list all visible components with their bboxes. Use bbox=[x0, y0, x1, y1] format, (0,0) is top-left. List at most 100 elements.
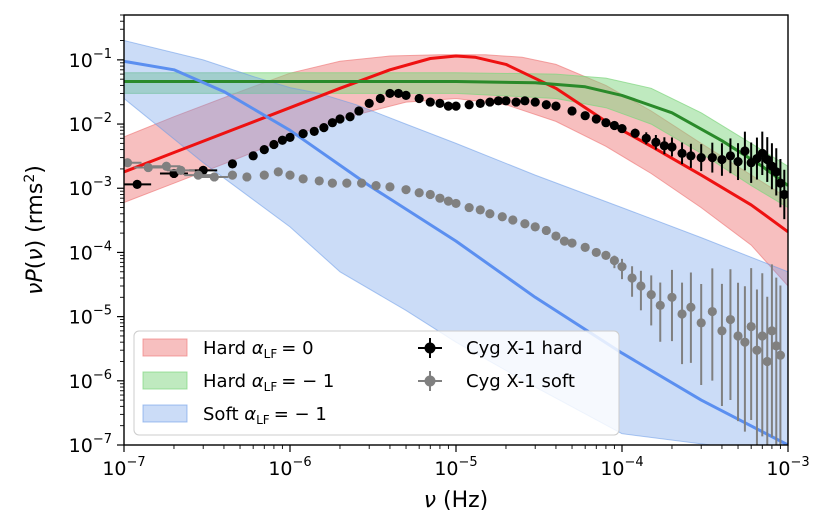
point-cyg-x-1-soft-18 bbox=[401, 185, 411, 195]
point-cyg-x-1-hard-41 bbox=[617, 123, 627, 134]
y-tick-label-5: 10−2 bbox=[69, 111, 112, 136]
point-cyg-x-1-soft-12 bbox=[314, 176, 324, 186]
point-cyg-x-1-soft-50 bbox=[725, 269, 736, 400]
point-cyg-x-1-soft-38 bbox=[609, 255, 620, 269]
x-tick-label-1: 10−6 bbox=[268, 455, 311, 480]
point-cyg-x-1-soft-52 bbox=[740, 286, 750, 432]
point-cyg-x-1-hard-53 bbox=[733, 143, 743, 181]
point-cyg-x-1-hard-46 bbox=[667, 137, 677, 157]
point-cyg-x-1-hard-50 bbox=[707, 142, 717, 173]
point-cyg-x-1-hard-52 bbox=[725, 138, 736, 174]
legend-box bbox=[133, 330, 620, 436]
point-cyg-x-1-hard-20 bbox=[401, 90, 411, 100]
point-cyg-x-1-soft-36 bbox=[591, 247, 601, 258]
point-cyg-x-1-soft-9 bbox=[273, 167, 283, 177]
point-cyg-x-1-hard-24 bbox=[443, 101, 454, 111]
point-cyg-x-1-soft-2 bbox=[152, 161, 181, 171]
point-cyg-x-1-hard-42 bbox=[630, 128, 640, 138]
point-cyg-x-1-soft-29 bbox=[520, 219, 530, 229]
x-tick-label-4: 10−3 bbox=[766, 455, 809, 480]
point-cyg-x-1-soft-32 bbox=[551, 231, 561, 241]
point-cyg-x-1-hard-35 bbox=[551, 101, 561, 111]
point-cyg-x-1-soft-42 bbox=[646, 275, 656, 326]
point-cyg-x-1-hard-43 bbox=[641, 132, 651, 145]
point-cyg-x-1-soft-24 bbox=[464, 202, 474, 213]
x-tick-label-2: 10−5 bbox=[434, 455, 477, 480]
point-cyg-x-1-soft-27 bbox=[497, 212, 507, 222]
y-tick-label-1: 10−6 bbox=[69, 368, 112, 393]
point-cyg-x-1-hard-22 bbox=[425, 97, 435, 107]
point-cyg-x-1-soft-41 bbox=[636, 270, 646, 311]
point-cyg-x-1-hard-51 bbox=[717, 143, 727, 176]
point-cyg-x-1-soft-47 bbox=[696, 284, 706, 385]
point-cyg-x-1-soft-26 bbox=[485, 209, 495, 219]
x-tick-label-0: 10−7 bbox=[102, 455, 145, 480]
point-cyg-x-1-soft-31 bbox=[541, 225, 551, 236]
legend-swatch-hard-alpha0 bbox=[142, 338, 188, 357]
point-cyg-x-1-soft-44 bbox=[667, 269, 677, 342]
legend-marker-cyg-soft bbox=[418, 371, 442, 391]
point-cyg-x-1-hard-28 bbox=[485, 97, 495, 107]
legend-label-cyg-soft: Cyg X-1 soft bbox=[466, 371, 575, 392]
point-cyg-x-1-soft-58 bbox=[771, 277, 781, 445]
point-cyg-x-1-hard-18 bbox=[385, 88, 395, 99]
point-cyg-x-1-soft-39 bbox=[617, 258, 627, 280]
point-cyg-x-1-hard-48 bbox=[686, 143, 696, 168]
point-cyg-x-1-soft-48 bbox=[707, 268, 717, 381]
point-cyg-x-1-soft-5 bbox=[200, 172, 229, 182]
point-cyg-x-1-hard-12 bbox=[327, 118, 337, 128]
point-cyg-x-1-soft-20 bbox=[425, 189, 435, 200]
point-cyg-x-1-hard-14 bbox=[345, 112, 355, 122]
point-cyg-x-1-soft-56 bbox=[762, 296, 772, 445]
point-cyg-x-1-soft-0 bbox=[124, 158, 142, 168]
point-cyg-x-1-hard-4 bbox=[248, 151, 258, 161]
legend-label-hard-alpha0: Hard αLF = 0 bbox=[203, 338, 314, 361]
point-cyg-x-1-soft-25 bbox=[475, 205, 485, 215]
point-cyg-x-1-soft-14 bbox=[342, 178, 352, 188]
point-cyg-x-1-hard-21 bbox=[414, 93, 424, 104]
point-cyg-x-1-soft-35 bbox=[580, 242, 590, 252]
y-tick-label-2: 10−5 bbox=[69, 304, 112, 329]
point-cyg-x-1-soft-53 bbox=[746, 268, 756, 420]
legend-label-soft-alpha-minus1: Soft αLF = − 1 bbox=[203, 404, 327, 427]
point-cyg-x-1-soft-33 bbox=[559, 236, 570, 246]
point-cyg-x-1-soft-23 bbox=[451, 198, 461, 209]
point-cyg-x-1-soft-34 bbox=[567, 238, 577, 248]
point-cyg-x-1-soft-22 bbox=[443, 196, 454, 206]
point-cyg-x-1-hard-37 bbox=[580, 111, 590, 121]
point-cyg-x-1-soft-11 bbox=[298, 174, 308, 184]
axis-ticks: 10−7 10−6 10−5 10−4 10−3 10−7 10−6 10−5 10−4 10−3… bbox=[69, 14, 810, 480]
point-cyg-x-1-hard-23 bbox=[435, 98, 445, 108]
point-cyg-x-1-soft-59 bbox=[775, 285, 786, 445]
point-cyg-x-1-hard-33 bbox=[530, 97, 540, 107]
point-cyg-x-1-hard-54 bbox=[740, 131, 750, 171]
point-cyg-x-1-hard-30 bbox=[501, 96, 511, 106]
point-cyg-x-1-hard-62 bbox=[779, 169, 788, 220]
point-cyg-x-1-hard-58 bbox=[762, 137, 772, 182]
point-cyg-x-1-hard-40 bbox=[609, 120, 620, 131]
point-cyg-x-1-soft-54 bbox=[752, 289, 762, 445]
band-hard-lf-1 bbox=[124, 72, 788, 209]
point-cyg-x-1-hard-57 bbox=[757, 131, 767, 176]
point-cyg-x-1-soft-10 bbox=[285, 170, 295, 180]
y-tick-label-3: 10−4 bbox=[69, 239, 112, 264]
point-cyg-x-1-soft-19 bbox=[414, 188, 424, 198]
point-cyg-x-1-soft-45 bbox=[677, 282, 687, 365]
point-cyg-x-1-hard-26 bbox=[464, 100, 474, 110]
point-cyg-x-1-soft-46 bbox=[686, 272, 696, 363]
legend-swatch-soft-alpha-minus1 bbox=[142, 404, 188, 423]
point-cyg-x-1-hard-5 bbox=[259, 144, 269, 155]
point-cyg-x-1-soft-16 bbox=[371, 180, 381, 191]
point-cyg-x-1-soft-51 bbox=[733, 282, 743, 422]
point-cyg-x-1-hard-15 bbox=[354, 106, 364, 116]
point-cyg-x-1-hard-10 bbox=[309, 126, 319, 136]
legend-label-cyg-hard: Cyg X-1 hard bbox=[466, 338, 582, 359]
x-axis-title: ν (Hz) bbox=[424, 488, 489, 513]
point-cyg-x-1-hard-60 bbox=[771, 148, 781, 196]
point-cyg-x-1-soft-8 bbox=[259, 170, 269, 180]
point-cyg-x-1-hard-8 bbox=[285, 132, 295, 142]
point-cyg-x-1-hard-25 bbox=[451, 101, 461, 111]
line-soft-lf-1-mean bbox=[124, 59, 788, 445]
point-cyg-x-1-hard-27 bbox=[475, 98, 485, 108]
point-cyg-x-1-soft-7 bbox=[242, 172, 252, 182]
